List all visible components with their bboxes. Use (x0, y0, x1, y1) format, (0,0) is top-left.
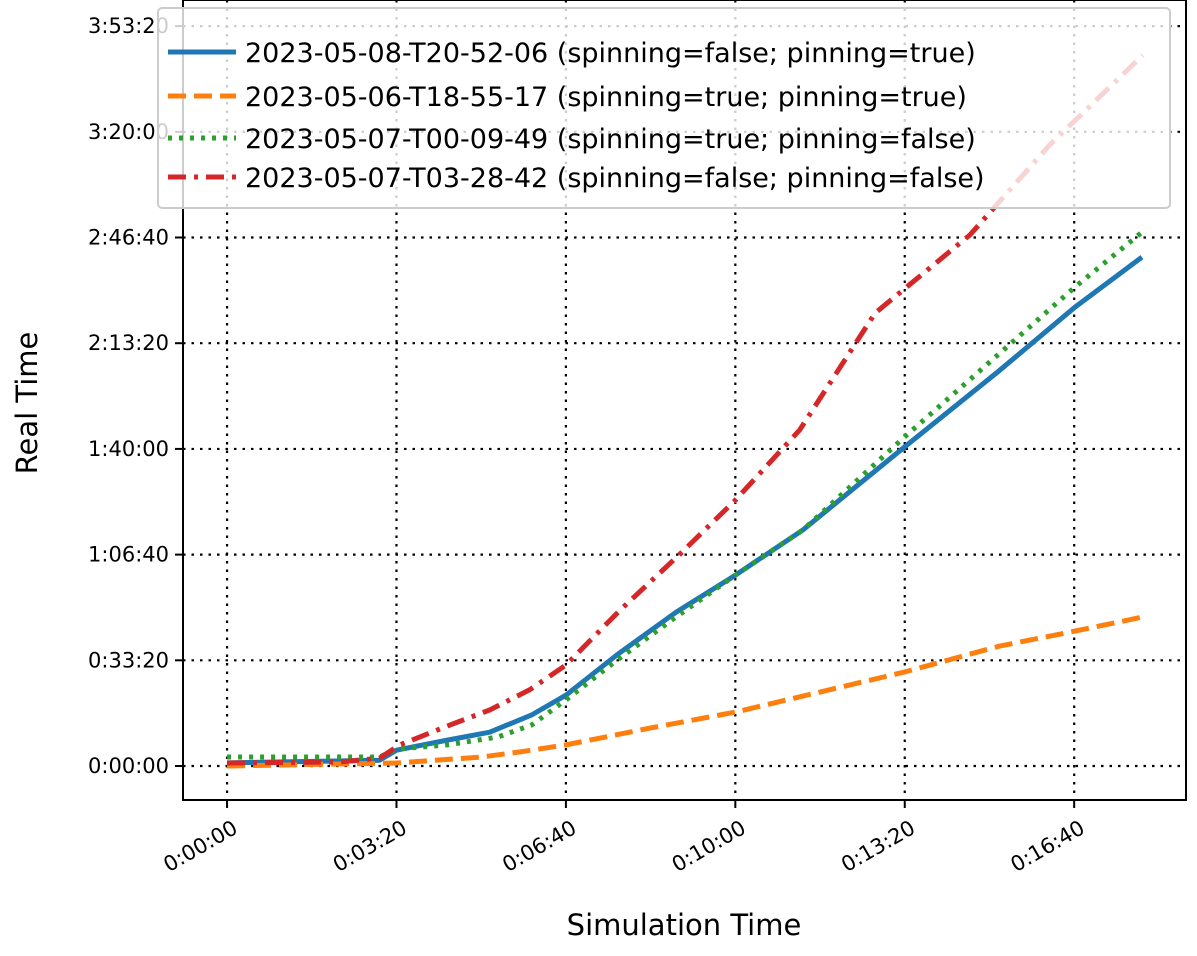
y-tick-label: 1:06:40 (88, 543, 169, 567)
series-line-0 (227, 255, 1144, 766)
legend-entry: 2023-05-08-T20-52-06 (spinning=false; pi… (245, 38, 976, 69)
legend-box (157, 7, 1171, 209)
x-tick-label: 0:10:00 (668, 816, 750, 877)
legend-entry: 2023-05-06-T18-55-17 (spinning=true; pin… (245, 82, 967, 113)
y-tick-label: 0:33:20 (88, 648, 169, 672)
x-tick-label: 0:00:00 (159, 816, 241, 877)
x-tick-label: 0:13:20 (837, 816, 919, 877)
legend: 2023-05-08-T20-52-06 (spinning=false; pi… (157, 7, 1171, 209)
y-tick-label: 1:40:00 (88, 437, 169, 461)
y-tick-label: 0:00:00 (88, 754, 169, 778)
plot-frame (182, 0, 1187, 801)
series-line-3 (227, 53, 1145, 766)
legend-entry: 2023-05-07-T00-09-49 (spinning=true; pin… (245, 124, 976, 155)
y-tick-label: 2:46:40 (88, 226, 169, 250)
series-line-2 (227, 230, 1144, 760)
legend-entry: 2023-05-07-T03-28-42 (spinning=false; pi… (245, 163, 985, 194)
y-tick-label: 3:53:20 (88, 14, 169, 38)
y-tick-label: 3:20:00 (88, 120, 169, 144)
x-tick-label: 0:03:20 (329, 816, 411, 877)
series-lines (227, 53, 1145, 769)
series-line-1 (227, 614, 1144, 769)
y-tick-label: 2:13:20 (88, 331, 169, 355)
x-tick-label: 0:06:40 (498, 816, 580, 877)
y-axis-label: Real Time (10, 332, 44, 475)
x-tick-label: 0:16:40 (1007, 816, 1089, 877)
x-axis-label: Simulation Time (567, 908, 802, 942)
